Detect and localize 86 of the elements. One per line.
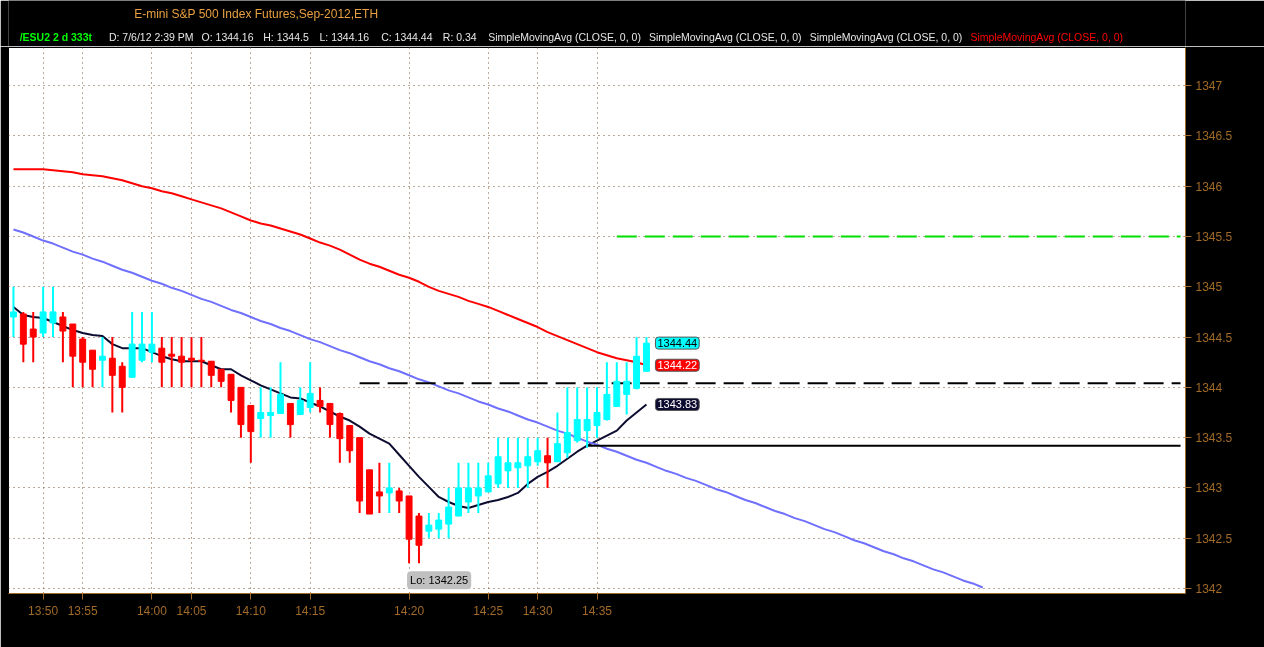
candlestick <box>504 436 512 489</box>
candlestick <box>623 361 631 416</box>
candlestick <box>178 336 186 389</box>
y-tick-label: 1344.5 <box>1195 330 1233 345</box>
data-label: 1344.22 <box>657 359 698 372</box>
y-tick-label: 1343.5 <box>1195 431 1233 446</box>
text: H: 1344.5 <box>263 30 309 43</box>
x-tick-label: 14:35 <box>581 603 613 618</box>
candlestick <box>257 386 265 439</box>
text: SimpleMovingAvg (CLOSE, 0, 0) <box>970 30 1124 43</box>
candlestick <box>563 386 571 459</box>
annotation: Lo: 1342.25 <box>410 574 469 587</box>
candlestick <box>168 336 176 389</box>
line-series <box>12 228 984 589</box>
candlestick <box>188 336 195 389</box>
x-tick-label: 14:05 <box>176 603 207 618</box>
candlestick <box>375 461 383 515</box>
candlestick <box>207 360 215 389</box>
candlestick <box>217 368 225 389</box>
candlestick <box>593 386 601 439</box>
candlestick <box>49 285 57 339</box>
y-tick-label: 1346 <box>1195 179 1223 194</box>
x-tick-label: 13:50 <box>28 603 59 618</box>
candlestick <box>98 336 106 389</box>
x-tick-label: 14:30 <box>522 603 553 618</box>
chart-title: E-mini S&P 500 Index Futures,Sep-2012,ETH <box>134 6 379 21</box>
candlestick <box>583 386 591 449</box>
candlestick <box>553 411 561 463</box>
x-tick-label: 14:10 <box>235 603 267 618</box>
candlestick <box>395 486 403 515</box>
text: SimpleMovingAvg (CLOSE, 0, 0) <box>648 30 802 43</box>
y-tick-label: 1342.5 <box>1195 531 1233 546</box>
x-tick-label: 14:00 <box>136 603 168 618</box>
candlestick <box>158 336 166 389</box>
x-tick-label: 14:15 <box>295 603 326 618</box>
y-tick-label: 1342 <box>1195 581 1223 596</box>
candlestick <box>306 361 314 414</box>
y-tick-label: 1345 <box>1195 280 1223 295</box>
text: 1344.44 <box>657 337 698 350</box>
candlestick <box>534 436 542 467</box>
candlestick <box>29 310 37 364</box>
candlestick <box>544 436 552 489</box>
candlestick <box>474 461 482 515</box>
candlestick <box>385 461 393 515</box>
candlestick <box>425 512 433 540</box>
candlestick <box>118 361 126 414</box>
x-tick-label: 14:20 <box>394 603 425 618</box>
chart-subtitle: /ESU2 2 d 333t <box>19 30 93 43</box>
candlestick <box>286 402 294 439</box>
candlestick <box>108 336 116 414</box>
candlestick <box>197 336 205 389</box>
candlestick <box>9 285 17 339</box>
candlestick <box>316 386 324 414</box>
candlestick <box>296 386 304 416</box>
y-tick-label: 1344 <box>1195 380 1223 395</box>
x-tick-label: 14:25 <box>473 603 504 618</box>
text: D: 7/6/12 2:39 PM <box>108 30 194 43</box>
y-tick-label: 1345.5 <box>1195 230 1233 245</box>
text: O: 1344.16 <box>201 30 254 43</box>
x-tick-label: 13:55 <box>67 603 99 618</box>
data-label: 1343.83 <box>657 398 698 411</box>
text: SimpleMovingAvg (CLOSE, 0, 0) <box>488 30 641 43</box>
text: C: 1344.44 <box>381 30 433 43</box>
candlestick <box>148 310 156 364</box>
candlestick <box>267 386 275 439</box>
y-tick-label: 1346.5 <box>1195 129 1233 144</box>
y-tick-label: 1347 <box>1195 79 1223 94</box>
y-tick-label: 1343 <box>1195 481 1223 496</box>
candlestick <box>524 436 532 489</box>
candlestick <box>484 461 492 493</box>
candlestick <box>79 336 87 389</box>
candlestick <box>39 285 47 339</box>
candlestick <box>445 486 453 540</box>
candlestick <box>277 361 284 415</box>
text: SimpleMovingAvg (CLOSE, 0, 0) <box>809 30 963 43</box>
text: R: 0.34 <box>442 30 477 43</box>
text: L: 1344.16 <box>319 30 370 43</box>
candlestick <box>573 386 581 444</box>
candlestick <box>59 310 67 364</box>
line-series <box>12 305 648 510</box>
candlestick <box>514 436 522 489</box>
candlestick <box>326 402 334 439</box>
candlestick <box>464 461 472 515</box>
candlestick <box>138 310 146 364</box>
candlestick <box>89 349 97 389</box>
candlestick <box>435 512 443 540</box>
